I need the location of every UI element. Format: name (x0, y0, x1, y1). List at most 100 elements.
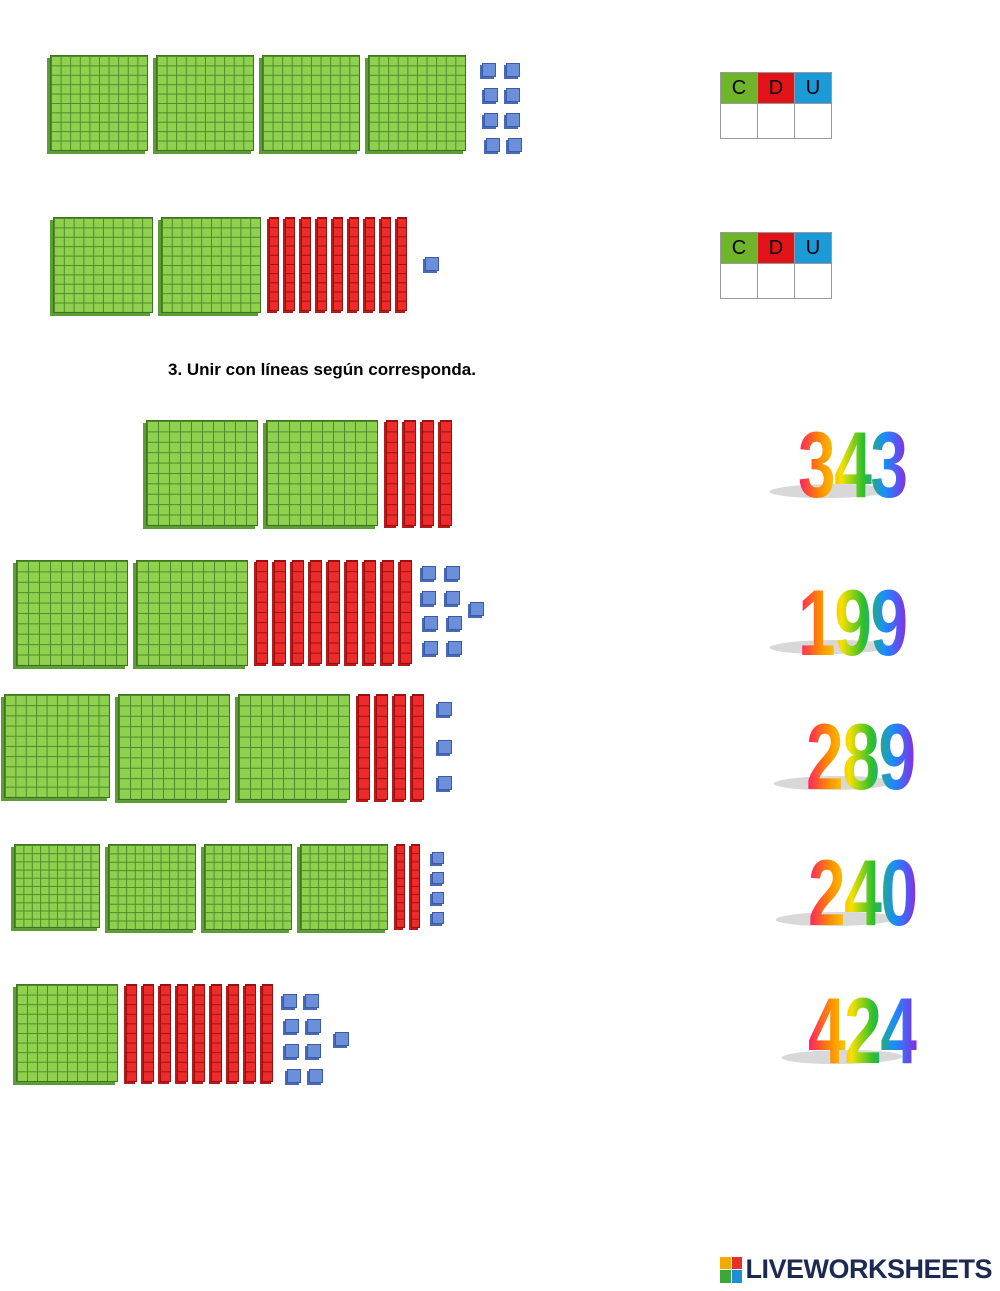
ten-rod (386, 420, 398, 526)
unit-cube (307, 1044, 321, 1058)
cdu-header-c: C (720, 232, 758, 264)
ten-rod (256, 560, 268, 664)
unit-cube (424, 641, 438, 655)
match-blocks-e[interactable] (16, 984, 351, 1084)
unit-cubes (430, 694, 460, 798)
match-blocks-d[interactable] (14, 844, 450, 930)
hundred-flat (161, 217, 261, 313)
unit-cube (438, 702, 452, 716)
cdu-answer-u[interactable] (794, 263, 832, 299)
unit-cubes (279, 984, 351, 1084)
hundred-flat (136, 560, 248, 666)
match-blocks-c[interactable] (4, 694, 460, 800)
unit-cube (448, 641, 462, 655)
unit-cube (307, 1019, 321, 1033)
cdu-table-2: C D U (720, 232, 832, 299)
unit-cube (287, 1069, 301, 1083)
instruction-text: 3. Unir con líneas según corresponda. (168, 360, 476, 379)
unit-cube (486, 138, 500, 152)
hundred-flat (156, 55, 254, 151)
ten-rod (412, 694, 424, 800)
ten-rod (397, 217, 407, 311)
unit-cube (482, 63, 496, 77)
ten-rod (194, 984, 205, 1082)
ten-rod (262, 984, 273, 1082)
ten-rod (364, 560, 376, 664)
ten-rod (285, 217, 295, 311)
ten-rod (228, 984, 239, 1082)
ten-rod (317, 217, 327, 311)
ten-rod (382, 560, 394, 664)
unit-cube (422, 566, 436, 580)
ten-rod (400, 560, 412, 664)
ten-rod (126, 984, 137, 1082)
unit-cube (283, 994, 297, 1008)
unit-cube (506, 113, 520, 127)
ten-rod (328, 560, 340, 664)
unit-cube (508, 138, 522, 152)
cdu-answer-c[interactable] (720, 263, 758, 299)
ten-rod (143, 984, 154, 1082)
blocks-row-1 (50, 55, 528, 155)
ten-rod (333, 217, 343, 311)
footer-brand: LIVEWORKSHEETS (745, 1254, 992, 1284)
unit-cube (506, 88, 520, 102)
liveworksheets-logo: LIVEWORKSHEETS (720, 1254, 992, 1285)
match-number-289[interactable]: 289 (806, 704, 916, 809)
unit-cube (446, 591, 460, 605)
ten-rod (358, 694, 370, 800)
ten-rod (396, 844, 405, 928)
unit-cube (506, 63, 520, 77)
match-number-424[interactable]: 424 (808, 978, 918, 1083)
cdu-table-1: C D U (720, 72, 832, 139)
unit-cube (335, 1032, 349, 1046)
unit-cube (285, 1019, 299, 1033)
unit-cube (484, 88, 498, 102)
hundred-flat (53, 217, 153, 313)
hundred-flat (262, 55, 360, 151)
unit-cube (432, 912, 444, 924)
hundred-flat (16, 560, 128, 666)
blocks-row-2 (53, 217, 443, 313)
ten-rod (177, 984, 188, 1082)
ten-rod (269, 217, 279, 311)
unit-cube (484, 113, 498, 127)
cdu-header-u: U (794, 232, 832, 264)
unit-cube (305, 994, 319, 1008)
unit-cube (432, 852, 444, 864)
match-blocks-a[interactable] (146, 420, 458, 526)
unit-cube (438, 776, 452, 790)
unit-cubes (413, 217, 443, 277)
ten-rod (160, 984, 171, 1082)
unit-cube (309, 1069, 323, 1083)
liveworksheets-icon (720, 1256, 743, 1283)
unit-cubes (426, 844, 450, 928)
unit-cube (432, 872, 444, 884)
ten-rod (274, 560, 286, 664)
cdu-answer-d[interactable] (757, 263, 795, 299)
ten-rod (381, 217, 391, 311)
match-number-240[interactable]: 240 (808, 840, 918, 945)
cdu-answer-d[interactable] (757, 103, 795, 139)
unit-cube (432, 892, 444, 904)
ten-rod (292, 560, 304, 664)
ten-rod (411, 844, 420, 928)
ten-rod (440, 420, 452, 526)
match-number-343[interactable]: 343 (798, 412, 908, 517)
cdu-answer-c[interactable] (720, 103, 758, 139)
unit-cubes (418, 560, 490, 660)
unit-cube (285, 1044, 299, 1058)
hundred-flat (108, 844, 196, 930)
unit-cubes (478, 55, 528, 155)
match-number-199[interactable]: 199 (798, 570, 908, 675)
ten-rod (245, 984, 256, 1082)
hundred-flat (50, 55, 148, 151)
match-blocks-b[interactable] (16, 560, 490, 666)
unit-cube (446, 566, 460, 580)
ten-rod (404, 420, 416, 526)
unit-cube (424, 616, 438, 630)
ten-rod (365, 217, 375, 311)
unit-cube (425, 257, 439, 271)
unit-cube (448, 616, 462, 630)
cdu-answer-u[interactable] (794, 103, 832, 139)
